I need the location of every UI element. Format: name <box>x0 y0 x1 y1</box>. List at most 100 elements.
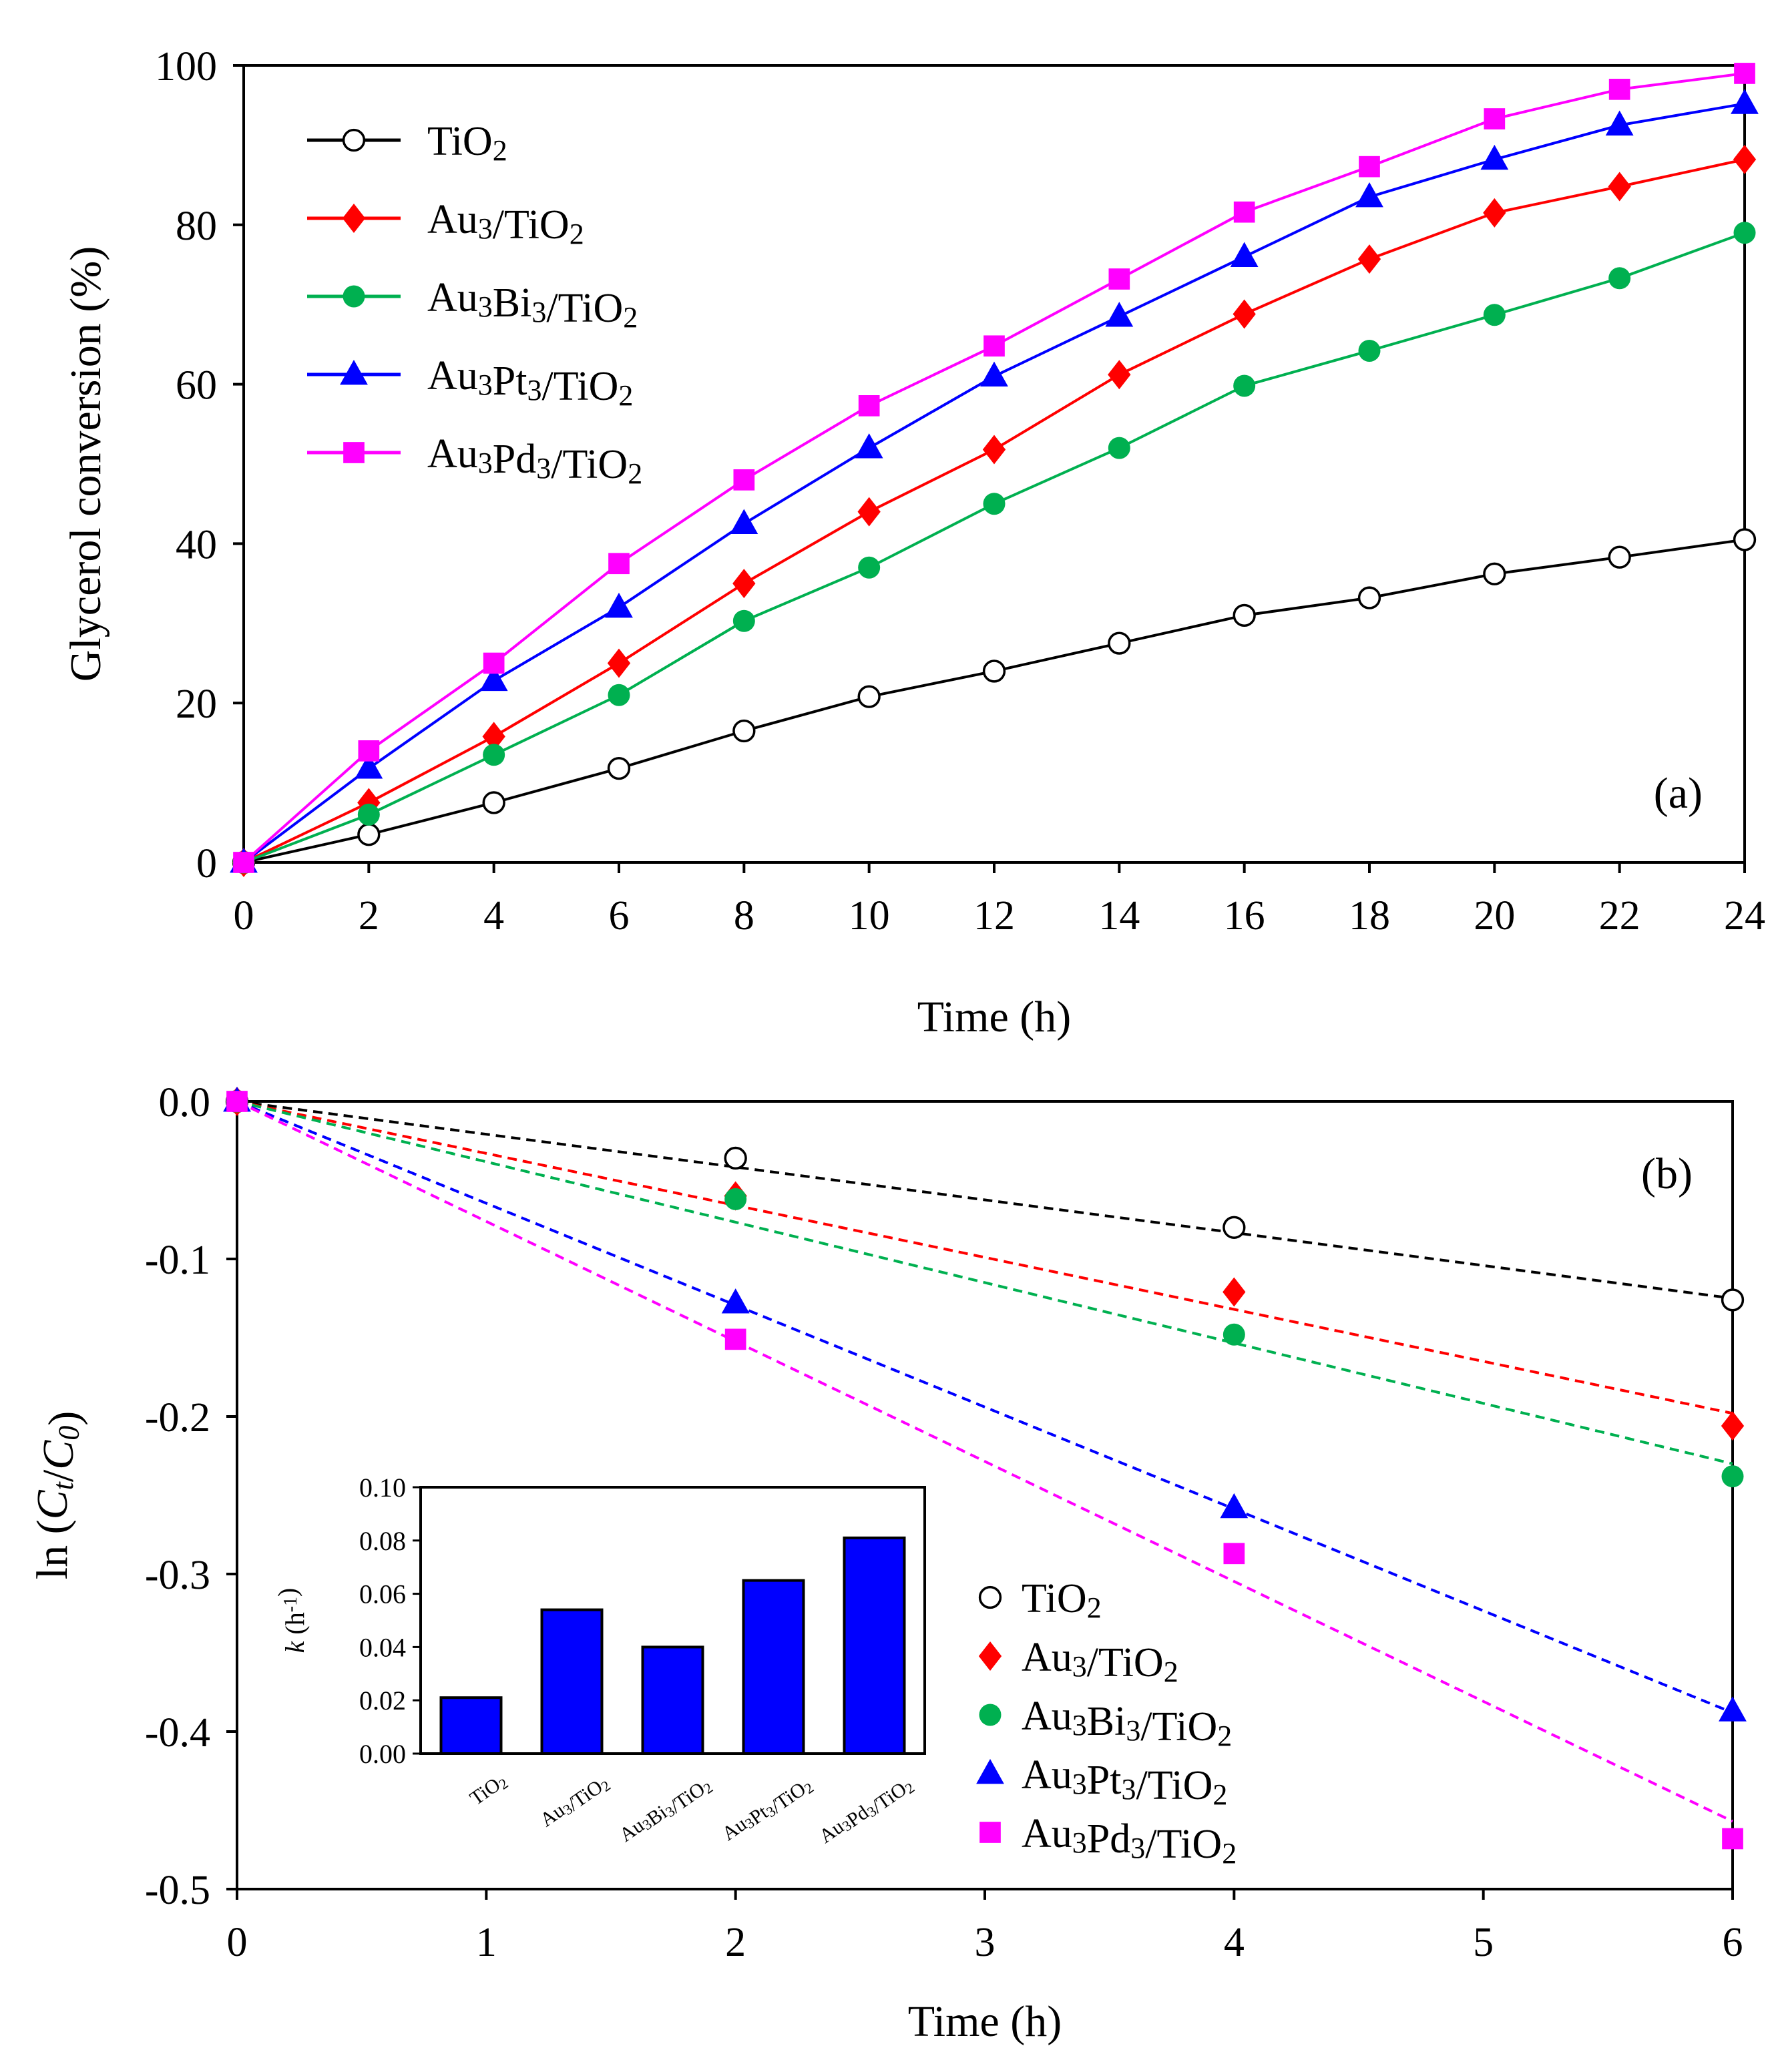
legend-label: Au3/TiO2 <box>1022 1635 1178 1688</box>
inset-y-tick-label: 0.08 <box>359 1526 406 1556</box>
data-point <box>483 652 505 674</box>
legend-label: Au3Pt3/TiO2 <box>1022 1752 1227 1811</box>
bar-au3bi3-tio2 <box>641 1645 704 1755</box>
fit-line <box>236 1100 1733 1415</box>
data-point <box>724 1328 746 1350</box>
legend-marker <box>342 204 366 233</box>
data-point <box>1608 267 1631 290</box>
data-point <box>358 740 380 762</box>
data-point <box>980 361 1008 387</box>
data-point <box>357 823 381 846</box>
data-point <box>1357 244 1381 274</box>
x-tick-label: 5 <box>1473 1920 1494 1965</box>
data-point <box>982 660 1006 683</box>
y-tick-label: 40 <box>176 522 217 567</box>
inset-y-tick-label: 0.06 <box>359 1579 406 1609</box>
data-point <box>1233 299 1256 329</box>
data-point <box>1608 78 1630 100</box>
legend-item-au3pd3-tio2: Au3Pd3/TiO2 <box>307 431 642 490</box>
y-axis-title: Glycerol conversion (%) <box>61 246 110 682</box>
data-point <box>982 435 1006 465</box>
legend-label: TiO2 <box>427 119 507 167</box>
data-point <box>1721 1411 1745 1441</box>
series-au3pt3-tio2 <box>230 89 1759 873</box>
data-point <box>983 335 1005 357</box>
y-axis-title: ln (Ct/C0) <box>28 1411 89 1579</box>
legend: TiO2 Au3/TiO2 Au3Bi3/TiO2Au3Pt3/TiO2Au3Pd3… <box>976 1576 1237 1870</box>
inset-bar-chart: 0.00 0.02 0.04 0.06 0.08 0.10 k (h-1) TiO2 Au3/T… <box>272 1473 926 1853</box>
legend-label: Au3Bi3/TiO2 <box>1022 1694 1232 1752</box>
legend-item-au3pd3-tio2: Au3Pd3/TiO2 <box>979 1811 1237 1870</box>
bar-au3pd3-tio2 <box>843 1536 906 1756</box>
data-point <box>1223 1323 1245 1346</box>
inset-frame <box>419 1486 926 1755</box>
data-point <box>233 852 254 873</box>
data-point <box>1721 1288 1745 1312</box>
panel-label: (b) <box>1641 1149 1693 1198</box>
data-point <box>1233 374 1256 397</box>
x-tick-label: 10 <box>849 893 890 939</box>
x-axis-title: Time (h) <box>908 1997 1062 2046</box>
data-point <box>1358 339 1381 362</box>
data-point <box>226 1091 248 1112</box>
inset-y-tick-label: 0.10 <box>359 1473 406 1503</box>
data-point <box>857 685 881 708</box>
data-point <box>1605 110 1634 136</box>
legend-item-au3-tio2: Au3/TiO2 <box>978 1635 1178 1688</box>
inset-y-axis-title: k (h-1) <box>272 1588 310 1653</box>
legend-marker <box>343 442 365 463</box>
inset-y-tick-label: 0.04 <box>359 1632 406 1662</box>
y-tick-label: 80 <box>176 204 217 249</box>
legend-label: Au3/TiO2 <box>427 197 584 250</box>
data-point <box>608 684 630 706</box>
series-line <box>243 538 1745 864</box>
data-point <box>1233 603 1256 627</box>
legend-item-tio2: TiO2 <box>978 1576 1102 1624</box>
data-point <box>1733 144 1757 174</box>
legend-label: Au3Pd3/TiO2 <box>1022 1811 1237 1870</box>
data-point <box>855 433 883 459</box>
data-point <box>1108 437 1130 459</box>
legend-item-au3bi3-tio2: Au3Bi3/TiO2 <box>307 275 638 334</box>
x-tick-label: 3 <box>975 1920 995 1965</box>
data-point <box>1608 172 1631 202</box>
data-point <box>605 592 633 618</box>
inset-x-tick-label: Au3Pt3/TiO2 <box>718 1770 817 1850</box>
data-point <box>1357 586 1381 609</box>
data-point <box>724 1146 747 1170</box>
legend-item-au3-tio2: Au3/TiO2 <box>307 197 584 250</box>
data-point <box>730 509 758 534</box>
y-tick-label: 60 <box>176 363 217 409</box>
y-tick-label: -0.4 <box>145 1710 210 1756</box>
data-point <box>858 556 881 579</box>
data-point <box>1359 156 1380 178</box>
x-tick-label: 0 <box>227 1920 248 1965</box>
data-point <box>1108 631 1131 655</box>
data-point <box>1223 1216 1246 1239</box>
legend-marker <box>976 1759 1004 1784</box>
y-tick-label: 20 <box>176 682 217 727</box>
y-tick-label: -0.2 <box>145 1395 210 1441</box>
data-point <box>357 803 380 826</box>
x-tick-label: 1 <box>476 1920 497 1965</box>
data-point <box>1484 108 1506 130</box>
y-tick-label: 0.0 <box>159 1080 211 1125</box>
data-point <box>1108 268 1130 290</box>
x-tick-label: 0 <box>234 893 254 939</box>
legend-marker <box>343 285 365 308</box>
x-tick-label: 2 <box>359 893 379 939</box>
y-tick-label: -0.1 <box>145 1238 210 1283</box>
fit-line <box>236 1100 1733 1823</box>
inset-x-tick-label: Au3Pd3/TiO2 <box>815 1770 917 1853</box>
panel-label: (a) <box>1654 769 1703 818</box>
series-au3pd3-tio2 <box>233 63 1755 873</box>
series-au3pd3-tio2 <box>226 1091 1743 1850</box>
data-point <box>608 553 630 575</box>
inset-x-tick-label: TiO2 <box>466 1770 511 1811</box>
legend-marker <box>979 1822 1001 1843</box>
legend-marker <box>978 1641 1002 1671</box>
x-tick-label: 16 <box>1224 893 1265 939</box>
x-tick-label: 4 <box>483 893 504 939</box>
data-point <box>1734 63 1755 84</box>
data-point <box>733 469 755 491</box>
